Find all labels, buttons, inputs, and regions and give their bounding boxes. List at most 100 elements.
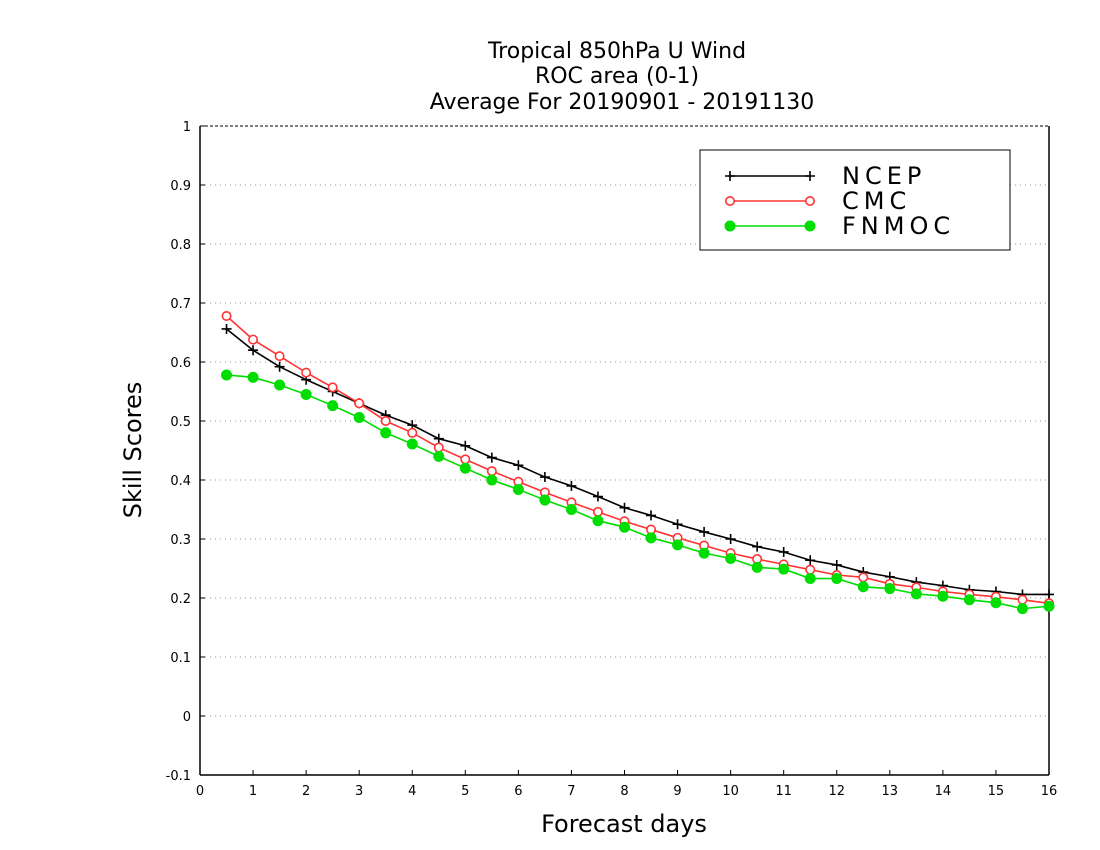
x-tick-label-9: 9	[673, 784, 681, 799]
point-fnmoc-8	[433, 450, 445, 462]
y-tick-label-11: -0.1	[166, 769, 191, 784]
legend-marker-start-cmc	[724, 196, 735, 207]
legend-label-ncep: NCEP	[842, 162, 926, 190]
legend-label-fnmoc: FNMOC	[842, 212, 955, 240]
x-tick-label-0: 0	[196, 784, 204, 799]
chart-period: Average For 20190901 - 20191130	[430, 90, 815, 115]
point-fnmoc-22	[804, 573, 816, 585]
point-ncep-31	[1044, 589, 1054, 600]
series-line-cmc	[225, 315, 1050, 605]
point-cmc-9	[460, 454, 471, 465]
x-tick-label-1: 1	[249, 784, 257, 799]
point-fnmoc-23	[831, 573, 843, 585]
y-tick-label-0: 1	[183, 120, 191, 135]
y-axis-label: Skill Scores	[119, 382, 147, 519]
point-fnmoc-24	[857, 581, 869, 593]
y-tick-label-5: 0.5	[170, 415, 191, 430]
point-ncep-17	[672, 519, 683, 530]
point-ncep-22	[805, 555, 816, 566]
point-ncep-11	[513, 460, 524, 471]
point-ncep-15	[619, 502, 630, 513]
y-axis-ticks: 1 0.9 0.8 0.7 0.6 0.5 0.4 0.3 0.2 0.1 0 -0.1	[166, 120, 205, 784]
x-tick-label-14: 14	[935, 784, 952, 799]
series-line-ncep	[226, 328, 1049, 596]
point-fnmoc-16	[645, 532, 657, 544]
point-fnmoc-28	[963, 594, 975, 606]
grid-lines	[200, 184, 1049, 717]
point-cmc-2	[274, 351, 285, 362]
legend-label-cmc: CMC	[842, 187, 911, 215]
point-cmc-6	[380, 415, 391, 426]
y-tick-label-2: 0.8	[170, 238, 191, 253]
chart-title-group: Tropical 850hPa U Wind ROC area (0-1) Av…	[430, 39, 815, 115]
y-tick-label-10: 0	[183, 710, 191, 725]
legend-marker-end-ncep	[805, 171, 815, 181]
point-fnmoc-5	[353, 411, 365, 423]
series-fnmoc	[221, 369, 1055, 615]
point-ncep-0	[221, 323, 232, 334]
x-tick-label-7: 7	[567, 784, 575, 799]
point-ncep-9	[460, 440, 471, 451]
point-cmc-5	[354, 398, 365, 409]
y-tick-label-6: 0.4	[170, 474, 191, 489]
x-tick-label-5: 5	[461, 784, 469, 799]
point-cmc-0	[221, 310, 232, 321]
point-fnmoc-10	[486, 474, 498, 486]
x-tick-label-4: 4	[408, 784, 416, 799]
y-tick-label-9: 0.1	[170, 651, 191, 666]
point-ncep-10	[486, 452, 497, 463]
chart-subtitle: ROC area (0-1)	[535, 64, 699, 89]
point-fnmoc-17	[672, 539, 684, 551]
point-ncep-18	[699, 526, 710, 537]
point-fnmoc-21	[778, 563, 790, 575]
point-cmc-1	[248, 334, 259, 345]
point-cmc-10	[486, 466, 497, 477]
point-fnmoc-3	[300, 388, 312, 400]
legend-marker-end-cmc	[804, 196, 815, 207]
y-tick-label-4: 0.6	[170, 356, 191, 371]
point-ncep-13	[566, 480, 577, 491]
point-fnmoc-11	[512, 483, 524, 495]
point-fnmoc-20	[751, 561, 763, 573]
x-tick-label-3: 3	[355, 784, 363, 799]
point-ncep-20	[752, 541, 763, 552]
series-ncep	[221, 323, 1054, 600]
point-fnmoc-18	[698, 547, 710, 559]
x-tick-label-6: 6	[514, 784, 522, 799]
x-tick-label-13: 13	[882, 784, 899, 799]
x-tick-label-10: 10	[722, 784, 739, 799]
series-cmc	[221, 310, 1055, 609]
point-cmc-30	[1017, 594, 1028, 605]
point-ncep-23	[831, 559, 842, 570]
x-tick-label-8: 8	[620, 784, 628, 799]
x-tick-label-11: 11	[775, 784, 792, 799]
legend-box	[699, 149, 1011, 251]
point-fnmoc-26	[910, 588, 922, 600]
chart-title: Tropical 850hPa U Wind	[487, 39, 746, 64]
series-line-fnmoc	[226, 374, 1050, 610]
point-fnmoc-27	[937, 590, 949, 602]
point-cmc-22	[805, 564, 816, 575]
y-tick-label-3: 0.7	[170, 297, 191, 312]
legend-marker-start-fnmoc	[724, 220, 736, 232]
point-fnmoc-30	[1016, 603, 1028, 615]
point-cmc-7	[407, 427, 418, 438]
y-tick-label-1: 0.9	[170, 179, 191, 194]
point-cmc-4	[327, 382, 338, 393]
point-fnmoc-1	[247, 371, 259, 383]
x-tick-label-15: 15	[988, 784, 1005, 799]
point-ncep-16	[646, 510, 657, 521]
legend-marker-start-ncep	[725, 171, 735, 181]
point-fnmoc-7	[406, 438, 418, 450]
x-tick-label-12: 12	[828, 784, 845, 799]
point-cmc-24	[858, 572, 869, 583]
x-axis-label: Forecast days	[541, 810, 707, 838]
point-ncep-12	[539, 472, 550, 483]
series-group	[221, 310, 1055, 615]
point-fnmoc-14	[592, 515, 604, 527]
point-cmc-3	[301, 367, 312, 378]
point-ncep-1	[248, 345, 259, 356]
point-cmc-8	[433, 442, 444, 453]
